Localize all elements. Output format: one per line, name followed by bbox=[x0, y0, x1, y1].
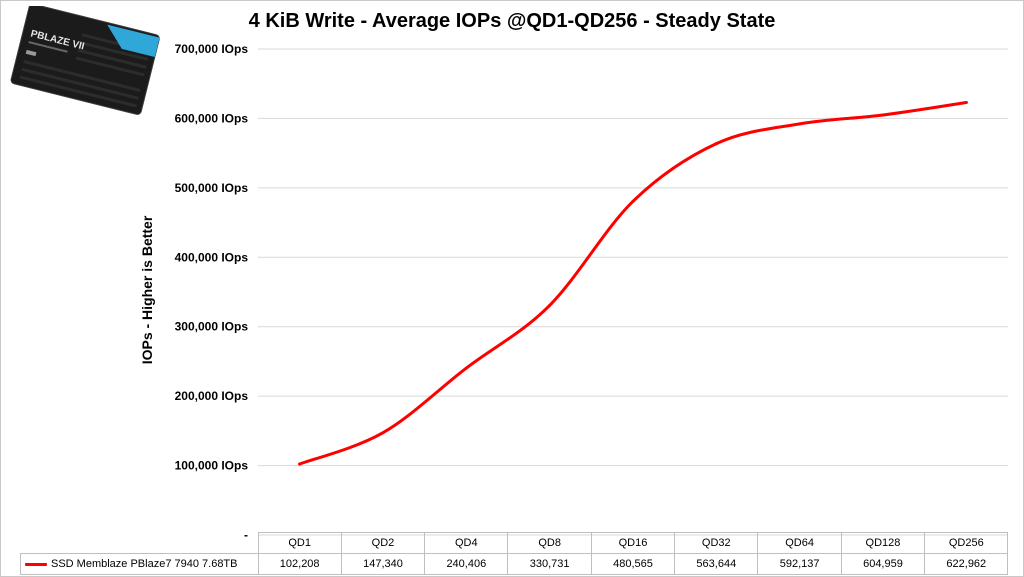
x-tick-label: QD16 bbox=[590, 532, 676, 554]
legend-entry: SSD Memblaze PBlaze7 7940 7.68TB bbox=[20, 553, 259, 575]
gridlines bbox=[258, 48, 1008, 536]
y-tick-label: 100,000 IOps bbox=[175, 459, 249, 473]
x-tick-label: QD32 bbox=[674, 532, 759, 554]
ssd-drive-image: PBLAZE VII bbox=[10, 6, 160, 115]
data-point bbox=[548, 303, 552, 307]
y-tick-label: 600,000 IOps bbox=[175, 111, 249, 125]
data-table-header-row: QD1 QD2 QD4 QD8 QD16 QD32 QD64 QD128 QD256 bbox=[20, 532, 1009, 554]
data-label: 330,731 bbox=[507, 553, 592, 575]
series-line bbox=[298, 100, 968, 466]
y-tick-label: 400,000 IOps bbox=[175, 250, 249, 264]
y-tick-label: 200,000 IOps bbox=[175, 389, 249, 403]
x-tick-label: QD64 bbox=[757, 532, 842, 554]
x-tick-label: QD8 bbox=[507, 532, 592, 554]
legend-series-name: SSD Memblaze PBlaze7 7940 7.68TB bbox=[51, 558, 238, 570]
data-table: QD1 QD2 QD4 QD8 QD16 QD32 QD64 QD128 QD256 SSD M… bbox=[20, 532, 1009, 575]
x-tick-label: QD128 bbox=[840, 532, 926, 554]
data-table-value-row: SSD Memblaze PBlaze7 7940 7.68TB 102,208… bbox=[20, 553, 1009, 575]
data-point bbox=[881, 113, 885, 117]
data-label: 592,137 bbox=[757, 553, 842, 575]
data-point bbox=[631, 199, 635, 203]
y-tick-label: 700,000 IOps bbox=[175, 42, 249, 56]
data-label: 563,644 bbox=[674, 553, 759, 575]
y-tick-label: 300,000 IOps bbox=[175, 320, 249, 334]
data-label: 480,565 bbox=[590, 553, 676, 575]
data-point bbox=[381, 431, 385, 435]
data-label: 622,962 bbox=[924, 553, 1009, 575]
x-tick-label: QD4 bbox=[424, 532, 509, 554]
legend-swatch bbox=[25, 562, 47, 566]
data-point bbox=[798, 122, 802, 126]
data-point bbox=[298, 462, 302, 466]
series-line-layer bbox=[298, 100, 968, 466]
x-tick-label: QD2 bbox=[340, 532, 426, 554]
data-label: 604,959 bbox=[840, 553, 926, 575]
data-point bbox=[714, 142, 718, 146]
data-table-corner bbox=[20, 532, 259, 554]
drive-accent bbox=[107, 24, 160, 58]
y-tick-label: 500,000 IOps bbox=[175, 181, 249, 195]
x-tick-label: QD256 bbox=[924, 532, 1009, 554]
data-label: 240,406 bbox=[424, 553, 509, 575]
data-label: 147,340 bbox=[340, 553, 426, 575]
data-point bbox=[964, 100, 968, 104]
data-label: 102,208 bbox=[257, 553, 342, 575]
chart-title: 4 KiB Write - Average IOPs @QD1-QD256 - … bbox=[248, 10, 776, 32]
x-tick-label: QD1 bbox=[257, 532, 342, 554]
data-point bbox=[464, 366, 468, 370]
